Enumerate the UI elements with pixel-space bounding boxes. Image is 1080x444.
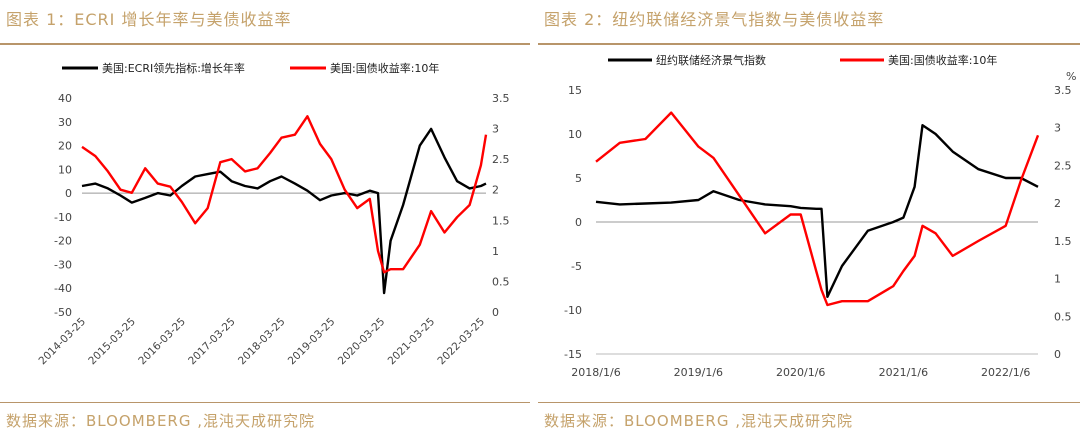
chart-panel-ecri: 图表 1：ECRI 增长年率与美债收益率 40 30 20 10 0 -10 -20 -30-… xyxy=(0,0,530,444)
y-left-tick-label: 5 xyxy=(575,172,582,185)
y-left-tick-label: 20 xyxy=(58,140,72,153)
title-divider xyxy=(0,43,530,45)
y-left-tick-label: -15 xyxy=(564,348,582,361)
y-left-tick-label: -10 xyxy=(54,211,72,224)
y-right-unit: % xyxy=(1066,70,1076,83)
x-tick-label: 2020-03-25 xyxy=(336,316,388,368)
y-right-tick-label: 3.5 xyxy=(1054,84,1072,97)
panel-title: 图表 2：纽约联储经济景气指数与美债收益率 xyxy=(544,10,885,29)
y-left-tick-label: 15 xyxy=(568,84,582,97)
x-tick-label: 2018/1/6 xyxy=(571,366,620,379)
y-right-tick-label: 1.5 xyxy=(492,214,510,227)
y-right-tick-label: 3 xyxy=(1054,122,1061,135)
y-left-tick-label: -30 xyxy=(54,258,72,271)
x-tick-label: 2022/1/6 xyxy=(981,366,1030,379)
y-left-tick-label: 40 xyxy=(58,92,72,105)
legend-label: 美国:国债收益率:10年 xyxy=(330,61,439,75)
x-tick-label: 2018-03-25 xyxy=(236,316,288,368)
x-tick-label: 2015-03-25 xyxy=(86,316,138,368)
y-right-tick-label: 0.5 xyxy=(1054,310,1072,323)
legend-label: 纽约联储经济景气指数 xyxy=(656,53,766,67)
legend-label: 美国:ECRI领先指标:增长年率 xyxy=(102,61,245,75)
x-tick-label: 2022-03-25 xyxy=(435,316,487,368)
y-left-tick-label: 0 xyxy=(65,187,72,200)
y-right-tick-label: 0.5 xyxy=(492,275,510,288)
y-left-tick-label: -5 xyxy=(571,260,582,273)
chart-nyfed-vs-yield: 15 10 5 0 -5 -10 -15 3.5 3 2.5 2 1.5 1 0.5 0% 2018/1/6 2… xyxy=(564,53,1076,379)
y-right-tick-label: 1 xyxy=(1054,273,1061,286)
legend-label: 美国:国债收益率:10年 xyxy=(888,53,997,67)
chart-panel-ny-fed: 图表 2：纽约联储经济景气指数与美债收益率 15 10 5 0 -5 -10 -15 3.5 3… xyxy=(538,0,1080,444)
y-left-tick-label: 10 xyxy=(58,163,72,176)
panel-title: 图表 1：ECRI 增长年率与美债收益率 xyxy=(6,10,292,29)
x-tick-label: 2021/1/6 xyxy=(879,366,928,379)
y-right-tick-label: 2.5 xyxy=(492,153,510,166)
x-tick-label: 2016-03-25 xyxy=(136,316,188,368)
x-tick-label: 2017-03-25 xyxy=(186,316,238,368)
y-right-tick-label: 2.5 xyxy=(1054,159,1072,172)
y-right-tick-label: 0 xyxy=(492,306,499,319)
y-left-tick-label: 30 xyxy=(58,116,72,129)
source-note: 数据来源：BLOOMBERG ,混沌天成研究院 xyxy=(6,412,316,430)
chart-ecri-vs-yield: 40 30 20 10 0 -10 -20 -30 -40 -50 3.5 3 2.5 2 1.5 1 0.5 0… xyxy=(36,61,510,368)
y-right-tick-label: 1 xyxy=(492,245,499,258)
y-left-tick-label: -50 xyxy=(54,306,72,319)
y-right-tick-label: 2 xyxy=(1054,197,1061,210)
series-line-indicator xyxy=(81,127,487,295)
x-tick-label: 2019/1/6 xyxy=(674,366,723,379)
x-tick-label: 2019-03-25 xyxy=(286,316,338,368)
source-divider xyxy=(0,402,530,403)
y-right-tick-label: 0 xyxy=(1054,348,1061,361)
y-left-tick-label: -40 xyxy=(54,282,72,295)
y-right-tick-label: 1.5 xyxy=(1054,235,1072,248)
x-tick-label: 2020/1/6 xyxy=(776,366,825,379)
x-tick-label: 2021-03-25 xyxy=(386,316,438,368)
y-right-tick-label: 2 xyxy=(492,184,499,197)
y-left-tick-label: 0 xyxy=(575,216,582,229)
x-tick-label: 2014-03-25 xyxy=(36,316,88,368)
y-left-tick-label: -20 xyxy=(54,235,72,248)
series-line-yield-10y xyxy=(81,115,488,274)
y-left-tick-label: 10 xyxy=(568,128,582,141)
y-right-tick-label: 3.5 xyxy=(492,92,510,105)
title-divider xyxy=(538,43,1080,45)
series-line-yield-10y xyxy=(595,111,1040,307)
source-note: 数据来源：BLOOMBERG ,混沌天成研究院 xyxy=(544,412,854,430)
series-line-indicator xyxy=(595,123,1039,299)
y-left-tick-label: -10 xyxy=(564,304,582,317)
y-right-tick-label: 3 xyxy=(492,123,499,136)
source-divider xyxy=(538,402,1080,403)
